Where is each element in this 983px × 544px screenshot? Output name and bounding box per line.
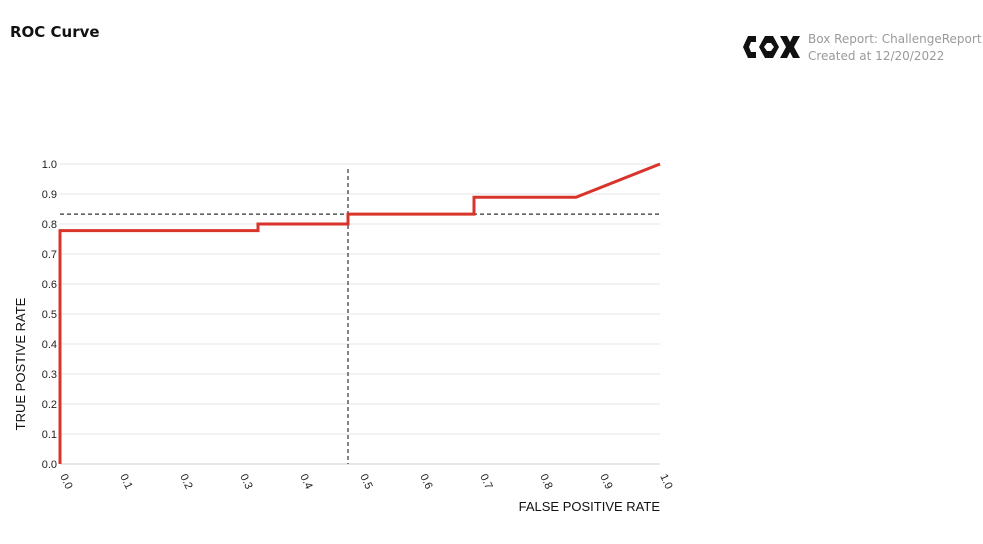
- report-meta: Box Report: ChallengeReport Created at 1…: [808, 31, 982, 65]
- x-tick-label: 0.2: [177, 472, 194, 491]
- x-tick-label: 0.5: [357, 472, 374, 491]
- y-tick-label: 0.7: [42, 249, 57, 261]
- x-tick-label: 0.3: [237, 472, 254, 491]
- x-tick-label: 1.0: [657, 472, 674, 491]
- y-tick-label: 0.5: [42, 309, 57, 321]
- report-header: Box Report: ChallengeReport Created at 1…: [742, 30, 982, 70]
- x-tick-label: 0.7: [477, 472, 494, 491]
- x-tick-label: 0.0: [57, 472, 74, 491]
- y-tick-label: 0.9: [42, 189, 57, 201]
- y-tick-label: 0.8: [42, 219, 57, 231]
- y-tick-label: 0.1: [42, 429, 57, 441]
- y-axis-title: TRUE POSTIVE RATE: [13, 297, 28, 430]
- report-label: Box Report: ChallengeReport: [808, 32, 982, 46]
- roc-curve-line: [58, 162, 661, 464]
- x-axis-title: FALSE POSITIVE RATE: [519, 499, 661, 514]
- page-title: ROC Curve: [10, 23, 100, 41]
- y-tick-label: 0.6: [42, 279, 57, 291]
- y-tick-label: 0.0: [42, 459, 57, 471]
- grid-lines: [60, 163, 660, 465]
- series-lines: [58, 162, 661, 464]
- x-tick-label: 0.9: [597, 472, 614, 491]
- cox-logo-icon: [743, 36, 800, 58]
- y-tick-label: 1.0: [42, 159, 57, 171]
- x-tick-label: 0.8: [537, 472, 554, 491]
- y-tick-label: 0.2: [42, 399, 57, 411]
- report-created: Created at 12/20/2022: [808, 49, 945, 63]
- x-tick-label: 0.1: [117, 472, 134, 491]
- y-tick-labels: 0.0 0.1 0.2 0.3 0.4 0.5 0.6 0.7 0.8 0.9 1.0: [42, 159, 57, 471]
- x-tick-labels: 0.0 0.1 0.2 0.3 0.4 0.5 0.6 0.7 0.8 0.9 1.0: [57, 472, 674, 491]
- y-tick-label: 0.3: [42, 369, 57, 381]
- x-tick-label: 0.6: [417, 472, 434, 491]
- x-tick-label: 0.4: [297, 472, 314, 491]
- y-tick-label: 0.4: [42, 339, 57, 351]
